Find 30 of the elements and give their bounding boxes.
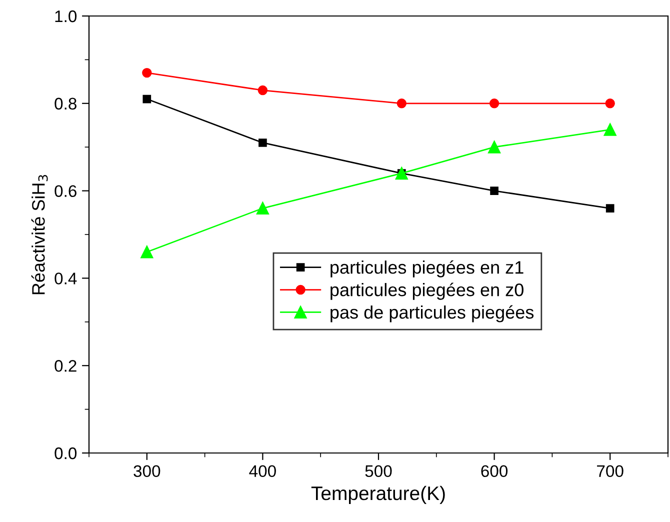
- legend-label: particules piegées en z0: [330, 282, 524, 300]
- point: [606, 204, 614, 212]
- point: [258, 85, 268, 96]
- point: [396, 98, 407, 108]
- x-tick-label: 700: [597, 465, 624, 478]
- x-tick-label: 400: [249, 465, 276, 478]
- y-tick-label: 0.8: [54, 98, 76, 110]
- y-tick-label: 0.0: [54, 447, 77, 460]
- point: [490, 186, 498, 195]
- y-tick-label: 1.0: [55, 10, 77, 22]
- y-tick-label: 0.4: [54, 272, 77, 284]
- point: [488, 140, 501, 154]
- point: [489, 98, 500, 108]
- point: [258, 138, 267, 147]
- point: [604, 123, 616, 136]
- point: [140, 246, 154, 258]
- y-tick-label: 0.2: [54, 360, 76, 372]
- x-tick-label: 500: [365, 465, 392, 478]
- y-axis-title: Réactivité SiH$_{3}$: [31, 175, 48, 294]
- point: [256, 202, 269, 215]
- point: [395, 167, 408, 180]
- y-tick-label: 0.6: [54, 185, 76, 198]
- legend-label: particules piegées en z1: [330, 260, 524, 278]
- x-axis-title: Temperature(K): [311, 486, 445, 504]
- x-tick-label: 600: [481, 465, 508, 478]
- point: [142, 68, 152, 78]
- x-tick-label: 300: [134, 465, 160, 478]
- point: [605, 98, 615, 108]
- legend-label: pas de particules piegées: [330, 305, 534, 322]
- point: [142, 94, 152, 104]
